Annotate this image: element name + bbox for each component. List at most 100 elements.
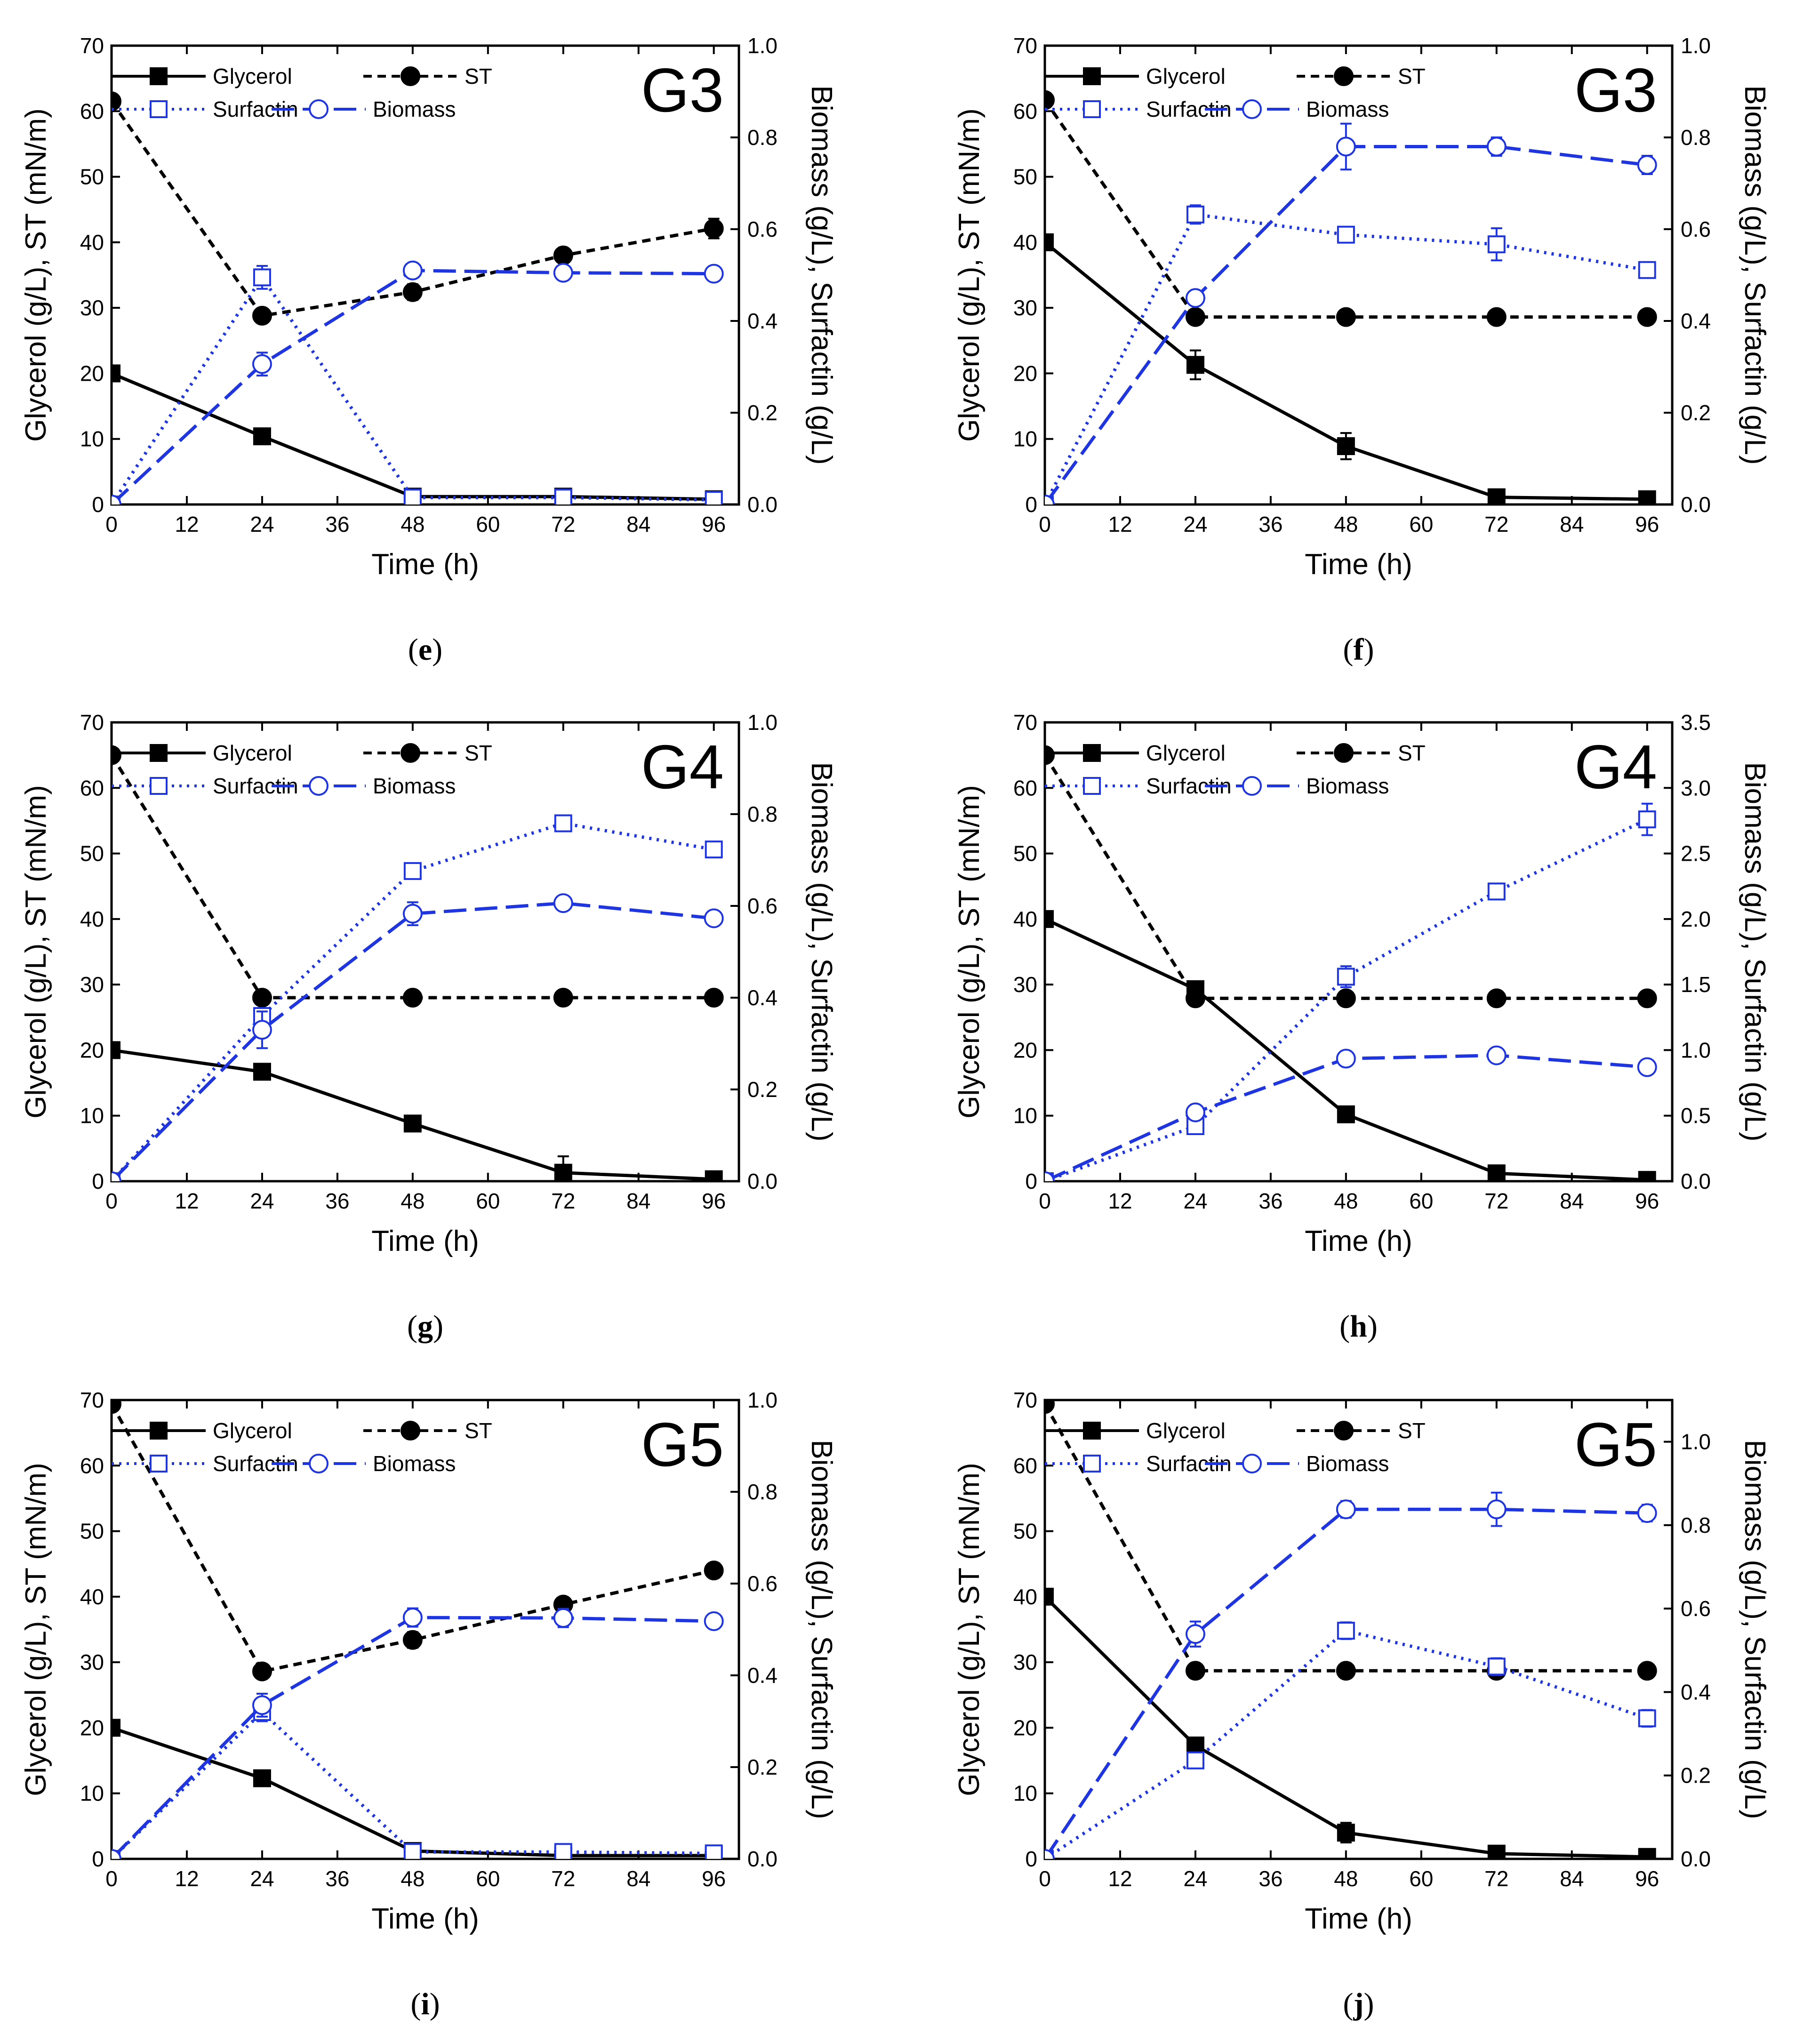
series-st bbox=[1045, 745, 1657, 1008]
y-right-tick-label: 1.0 bbox=[1681, 1430, 1711, 1454]
plot-frame bbox=[1043, 44, 1674, 506]
data-point-surfactin bbox=[1638, 1709, 1656, 1728]
panel-label: (f) bbox=[1343, 632, 1374, 667]
data-point-st bbox=[112, 745, 121, 765]
panel-label-open: ( bbox=[1339, 1309, 1350, 1344]
series-glycerol bbox=[1045, 1587, 1656, 1859]
panel-label-close: ) bbox=[432, 632, 442, 667]
panel-title: G5 bbox=[1574, 1410, 1657, 1479]
panel-label: (h) bbox=[1339, 1309, 1378, 1344]
x-tick-label: 72 bbox=[1484, 1866, 1508, 1891]
y-left-tick-label: 60 bbox=[80, 776, 104, 800]
x-tick-label: 96 bbox=[702, 1866, 726, 1891]
y-left-tick-label: 60 bbox=[80, 1453, 104, 1478]
y-left-tick-label: 50 bbox=[80, 841, 104, 866]
legend-label-st: ST bbox=[465, 1418, 492, 1443]
y-right-tick-label: 0.5 bbox=[1681, 1104, 1711, 1128]
legend-label-glycerol: Glycerol bbox=[213, 1418, 292, 1443]
legend-label-biomass: Biomass bbox=[1306, 1451, 1389, 1476]
plot-frame bbox=[1043, 721, 1674, 1183]
y-right-tick-label: 0.0 bbox=[1681, 492, 1711, 517]
y-right-tick-label: 0.4 bbox=[1681, 309, 1711, 333]
y-right-tick-label: 2.0 bbox=[1681, 907, 1711, 931]
panel-label-close: ) bbox=[1367, 1309, 1378, 1344]
legend-label-glycerol: Glycerol bbox=[213, 741, 292, 765]
x-tick-label: 72 bbox=[551, 1189, 575, 1213]
panel-title: G4 bbox=[641, 732, 724, 801]
legend-marker-surfactin bbox=[1083, 777, 1101, 795]
data-point-biomass bbox=[1637, 1057, 1657, 1077]
y-left-tick-label: 30 bbox=[80, 1650, 104, 1674]
x-tick-label: 60 bbox=[476, 512, 500, 536]
legend-marker-glycerol bbox=[1083, 744, 1101, 762]
panel-label: (i) bbox=[410, 1987, 440, 2021]
series-st bbox=[112, 1400, 724, 1681]
y-right-tick-label: 0.6 bbox=[747, 217, 778, 241]
y-left-tick-label: 70 bbox=[1013, 1388, 1037, 1412]
data-point-st bbox=[252, 305, 272, 326]
y-right-axis-label: Biomass (g/L), Surfactin (g/L) bbox=[805, 1440, 838, 1819]
x-tick-label: 36 bbox=[325, 1189, 349, 1213]
y-left-tick-label: 20 bbox=[80, 1038, 104, 1062]
data-point-glycerol bbox=[1186, 1737, 1204, 1755]
y-right-tick-label: 3.5 bbox=[1681, 710, 1711, 735]
data-point-glycerol bbox=[1487, 488, 1506, 504]
y-left-tick-label: 10 bbox=[80, 427, 104, 451]
y-right-tick-label: 0.6 bbox=[747, 894, 778, 918]
plot-frame bbox=[1043, 1399, 1674, 1860]
data-point-surfactin bbox=[253, 268, 271, 287]
x-tick-label: 12 bbox=[1108, 1866, 1132, 1891]
data-point-biomass bbox=[402, 904, 423, 924]
data-point-biomass bbox=[1185, 1102, 1205, 1122]
y-left-tick-label: 30 bbox=[80, 972, 104, 997]
data-point-surfactin bbox=[403, 488, 422, 504]
x-tick-label: 0 bbox=[105, 1866, 118, 1891]
y-left-tick-label: 40 bbox=[80, 1585, 104, 1609]
data-point-biomass bbox=[704, 908, 724, 928]
series-biomass bbox=[1045, 1491, 1657, 1859]
x-tick-label: 84 bbox=[1560, 1866, 1584, 1891]
x-axis-label: Time (h) bbox=[371, 548, 479, 581]
y-right-tick-label: 0.4 bbox=[1681, 1680, 1711, 1704]
y-left-tick-label: 10 bbox=[1013, 1104, 1037, 1128]
data-point-st bbox=[1637, 307, 1657, 327]
series-st bbox=[1045, 90, 1657, 327]
x-tick-label: 96 bbox=[1635, 1189, 1659, 1213]
data-point-glycerol bbox=[112, 1719, 120, 1737]
data-point-glycerol bbox=[705, 1170, 723, 1181]
series-line-biomass bbox=[112, 901, 714, 1181]
x-tick-label: 0 bbox=[1039, 1189, 1051, 1213]
y-left-tick-label: 20 bbox=[80, 361, 104, 385]
series-glycerol bbox=[112, 1041, 723, 1181]
y-left-tick-label: 50 bbox=[80, 165, 104, 189]
x-tick-label: 36 bbox=[1259, 512, 1283, 536]
x-tick-label: 36 bbox=[1259, 1866, 1283, 1891]
y-left-tick-label: 30 bbox=[1013, 972, 1037, 997]
y-left-tick-label: 70 bbox=[80, 710, 104, 735]
data-point-biomass bbox=[252, 1695, 272, 1715]
data-point-st bbox=[1486, 988, 1507, 1008]
data-point-glycerol bbox=[1337, 1824, 1355, 1842]
legend-label-glycerol: Glycerol bbox=[213, 64, 292, 88]
x-tick-label: 96 bbox=[702, 1189, 726, 1213]
legend-marker-glycerol bbox=[150, 1422, 168, 1440]
data-point-surfactin bbox=[1337, 1622, 1355, 1640]
y-left-axis-label: Glycerol (g/L), ST (mN/m) bbox=[20, 108, 52, 441]
data-point-glycerol bbox=[1337, 1105, 1355, 1123]
legend-label-glycerol: Glycerol bbox=[1146, 1418, 1226, 1443]
data-point-biomass bbox=[1045, 1171, 1055, 1181]
legend-marker-st bbox=[401, 1421, 420, 1441]
data-point-st bbox=[252, 988, 272, 1008]
data-point-biomass bbox=[1486, 1499, 1507, 1520]
y-left-tick-label: 20 bbox=[80, 1715, 104, 1740]
y-right-tick-label: 0.8 bbox=[1681, 125, 1711, 150]
y-right-tick-label: 0.0 bbox=[747, 492, 778, 517]
legend-marker-biomass bbox=[1242, 1454, 1262, 1473]
y-right-axis-label: Biomass (g/L), Surfactin (g/L) bbox=[805, 85, 838, 464]
data-point-glycerol bbox=[1045, 910, 1054, 928]
plot-frame bbox=[110, 721, 740, 1183]
x-tick-label: 12 bbox=[175, 512, 199, 536]
panel-label-close: ) bbox=[433, 1309, 443, 1344]
